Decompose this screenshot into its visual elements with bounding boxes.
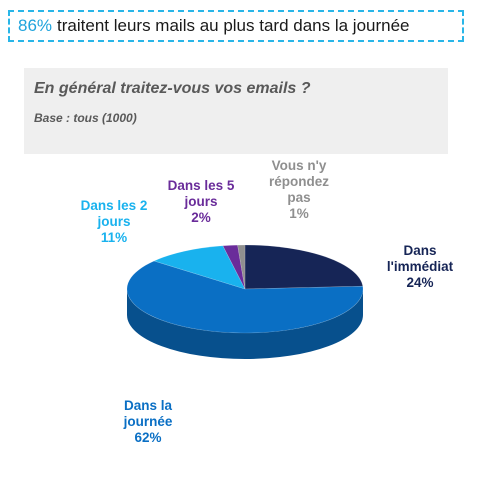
pie-label-line: journée (123, 414, 173, 429)
pie-label-dans-les-2-jours: Dans les 2 jours 11% (81, 198, 148, 245)
pie-label-dans-les-5-jours: Dans les 5 jours 2% (168, 178, 235, 225)
pie-label-value: 62% (134, 430, 161, 445)
pie-label-line: l'immédiat (387, 259, 454, 274)
pie-label-value: 24% (406, 275, 433, 290)
pie-slice-vous-n-y-repondez-pas (237, 244, 246, 290)
pie-label-line: Dans (403, 243, 436, 258)
pie-label-line: répondez (269, 174, 329, 189)
pie-label-value: 2% (191, 210, 211, 225)
pie-sides (127, 289, 363, 359)
pie-label-line: Dans les 2 (81, 198, 148, 213)
question-base: Base : tous (1000) (34, 111, 137, 125)
pie-label-value: 11% (101, 230, 127, 245)
pie-label-vous-n-y-repondez-pas: Vous n'y répondez pas 1% (269, 158, 329, 221)
pie-labels: Dans l'immédiat 24%Dans la journée 62%Dans l… (81, 158, 454, 445)
pie-label-line: Dans la (124, 398, 173, 413)
pie-slice-dans-la-journee (126, 260, 364, 334)
question-box: En général traitez-vous vos emails ? Bas… (24, 68, 448, 154)
headline-text: traitent leurs mails au plus tard dans l… (57, 16, 410, 35)
pie-slice-dans-les-2-jours (153, 245, 246, 290)
headline-accent: 86% (18, 16, 53, 35)
pie-label-line: pas (287, 190, 310, 205)
pie-label-line: Dans les 5 (168, 178, 235, 193)
question-title: En général traitez-vous vos emails ? (34, 80, 311, 97)
pie-slice-dans-l-immediat (244, 244, 364, 290)
pie-tops (126, 244, 364, 334)
pie-label-line: jours (96, 214, 130, 229)
pie-label-dans-la-journee: Dans la journée 62% (123, 398, 173, 445)
pie-side-dans-la-journee (127, 289, 363, 359)
pie-slice-dans-les-5-jours (222, 244, 246, 290)
pie-label-dans-l-immediat: Dans l'immédiat 24% (387, 243, 454, 290)
headline-banner: 86% traitent leurs mails au plus tard da… (8, 10, 464, 42)
pie-label-value: 1% (289, 206, 309, 221)
pie-label-line: jours (183, 194, 217, 209)
pie-label-line: Vous n'y (272, 158, 327, 173)
